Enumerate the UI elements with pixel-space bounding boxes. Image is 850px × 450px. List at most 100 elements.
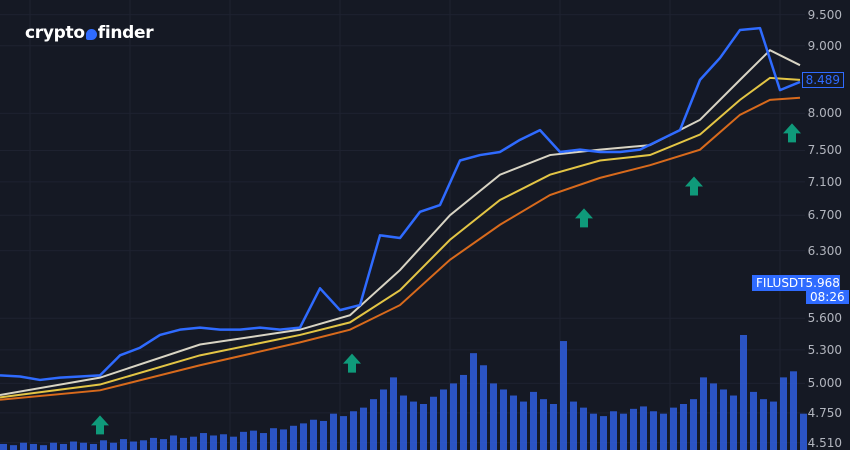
volume-bar — [60, 443, 67, 450]
last-price-label: 5.968 — [805, 276, 840, 290]
logo-text-finder: finder — [97, 23, 154, 43]
volume-bar — [450, 383, 457, 450]
volume-bar — [20, 442, 27, 450]
volume-bar — [340, 416, 347, 450]
volume-bar — [190, 436, 197, 450]
logo-text-crypto: crypto — [25, 23, 85, 43]
volume-bar — [770, 401, 777, 450]
volume-bar — [460, 374, 467, 450]
volume-bar — [350, 411, 357, 450]
price-tick-label: 5.300 — [807, 342, 842, 357]
price-tick-label: 8.000 — [807, 106, 842, 121]
price-tick-label: 7.100 — [807, 174, 842, 189]
volume-bar — [660, 413, 667, 450]
buy-signal-arrow-icon — [91, 415, 109, 435]
volume-bar — [760, 399, 767, 450]
volume-bar — [530, 391, 537, 450]
volume-bar — [470, 353, 477, 450]
ma-fast-line — [0, 48, 801, 396]
volume-bar — [480, 365, 487, 450]
logo-mark-icon — [85, 28, 97, 40]
volume-bar — [240, 431, 247, 450]
volume-bar — [540, 399, 547, 450]
volume-bar — [220, 434, 227, 450]
volume-bar — [180, 437, 187, 450]
volume-bar — [490, 383, 497, 450]
volume-bar — [740, 335, 747, 450]
volume-bar — [290, 425, 297, 450]
volume-bar — [360, 407, 367, 450]
countdown-label: 08:26 — [806, 290, 849, 304]
volume-bar — [160, 439, 167, 450]
volume-bar — [570, 401, 577, 450]
volume-bar — [280, 429, 287, 450]
volume-bar — [430, 396, 437, 450]
volume-bar — [320, 420, 327, 450]
volume-bar — [150, 437, 157, 450]
volume-bar — [500, 389, 507, 450]
current-price-label: 8.489 — [801, 72, 844, 88]
buy-signal-arrow-icon — [575, 208, 593, 228]
price-tick-label: 7.500 — [807, 143, 842, 158]
volume-bar — [720, 389, 727, 450]
volume-bar — [520, 401, 527, 450]
volume-bar — [50, 442, 57, 450]
volume-bar — [800, 413, 807, 450]
symbol-label: FILUSDT — [756, 276, 806, 290]
volume-bar — [550, 404, 557, 450]
volume-bar — [170, 435, 177, 450]
price-tick-label: 5.000 — [807, 376, 842, 391]
volume-bar — [610, 411, 617, 450]
volume-bar — [270, 428, 277, 450]
volume-bar — [120, 439, 127, 450]
volume-bar — [710, 383, 717, 450]
volume-bar — [390, 377, 397, 450]
cryptofinder-logo: crypto finder — [25, 23, 154, 43]
volume-bar — [700, 377, 707, 450]
buy-signal-arrow-icon — [783, 123, 801, 143]
price-tick-label: 5.600 — [807, 311, 842, 326]
volume-bar — [640, 406, 647, 450]
volume-bar — [330, 413, 337, 450]
volume-bar — [260, 433, 267, 450]
ma-slow-line — [0, 96, 801, 401]
volume-bar — [10, 445, 17, 450]
volume-bar — [380, 389, 387, 450]
symbol-price-tag: FILUSDT 5.968 — [752, 275, 840, 291]
volume-bar — [590, 413, 597, 450]
volume-bar — [90, 443, 97, 450]
price-tick-label: 9.500 — [807, 7, 842, 22]
buy-signal-arrow-icon — [685, 176, 703, 196]
volume-bar — [130, 441, 137, 450]
volume-bar — [750, 391, 757, 450]
buy-signal-arrow-icon — [343, 353, 361, 373]
volume-bar — [670, 407, 677, 450]
price-tick-label: 6.300 — [807, 243, 842, 258]
volume-bar — [80, 442, 87, 450]
volume-bar — [250, 430, 257, 450]
volume-bar — [420, 404, 427, 450]
volume-bar — [30, 443, 37, 450]
volume-bar — [780, 377, 787, 450]
price-tick-label: 4.750 — [807, 405, 842, 420]
volume-bar — [680, 404, 687, 450]
volume-bar — [400, 395, 407, 450]
volume-bar — [510, 395, 517, 450]
volume-bar — [580, 407, 587, 450]
volume-bar — [310, 419, 317, 450]
volume-bar — [410, 401, 417, 450]
volume-bar — [300, 423, 307, 450]
volume-bar — [790, 371, 797, 450]
volume-bar — [210, 435, 217, 450]
volume-bar — [140, 440, 147, 450]
volume-bar — [620, 413, 627, 450]
volume-bar — [200, 433, 207, 450]
ma-mid-line — [0, 76, 801, 399]
volume-bar — [690, 399, 697, 450]
volume-bar — [560, 341, 567, 450]
price-tick-label: 9.000 — [807, 38, 842, 53]
price-line — [0, 26, 801, 382]
volume-bar — [0, 443, 7, 450]
